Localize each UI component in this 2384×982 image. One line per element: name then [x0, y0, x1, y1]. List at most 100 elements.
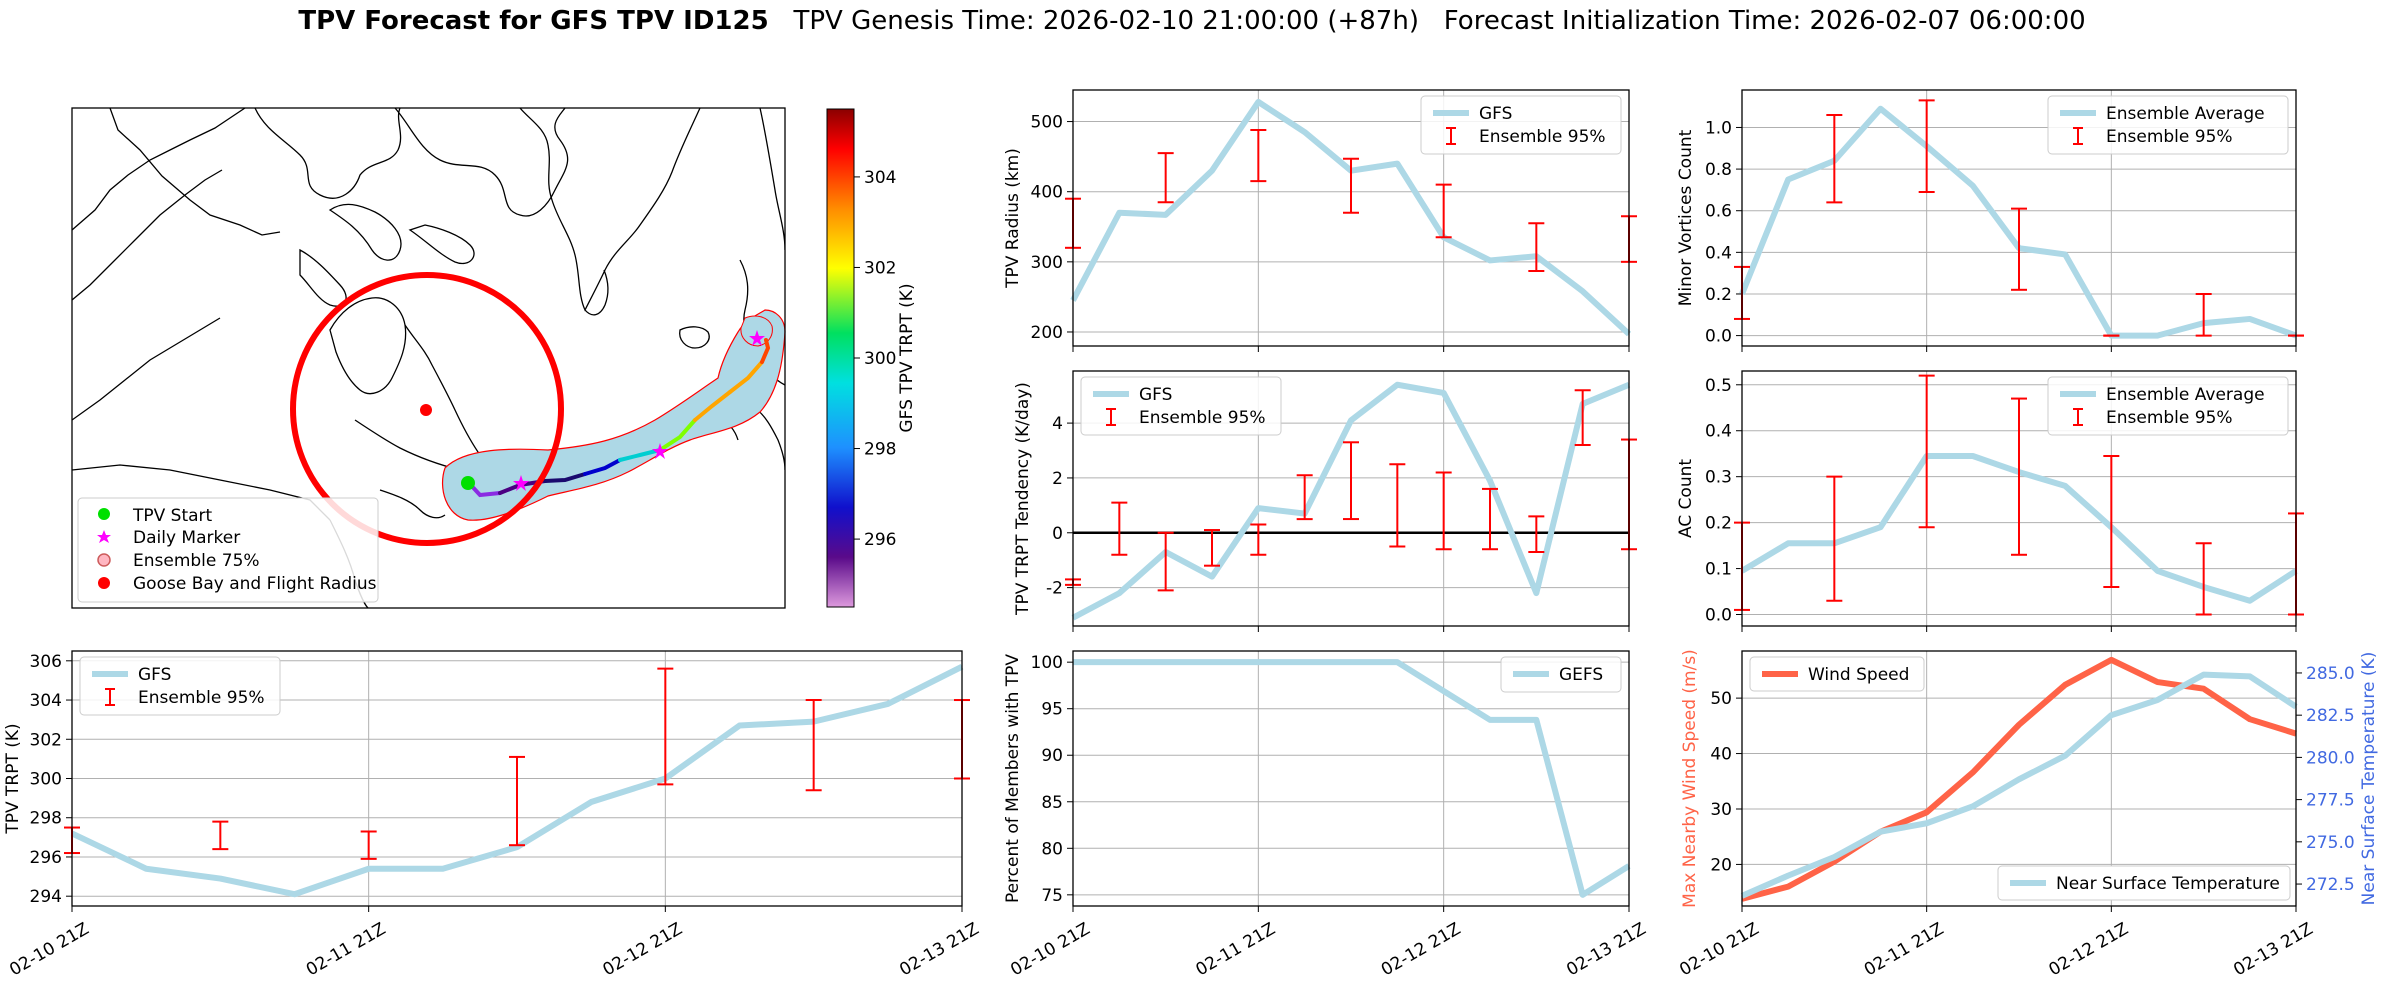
- tendency-legend-label-1: Ensemble 95%: [1139, 408, 1266, 428]
- wind-ytick2-label-3: 280.0: [2306, 748, 2355, 768]
- tendency-errorbar-8: [1435, 471, 1452, 551]
- colorbar-tick-label-4: 304: [864, 168, 896, 188]
- wind-ytick2-label-1: 275.0: [2306, 833, 2355, 853]
- ac-ytick-label-4: 0.4: [1705, 422, 1732, 442]
- radius-errorbar-2: [1250, 128, 1267, 183]
- tendency-errorbar-9: [1482, 487, 1498, 551]
- ac-errorbar-4: [2103, 455, 2120, 588]
- wind-point-0-10: [2203, 688, 2204, 689]
- daily-markers: [513, 330, 765, 491]
- percent-point-0-10: [1536, 719, 1537, 720]
- wind-ytick-label-2: 40: [1710, 745, 1732, 765]
- ac-point-0-7: [2065, 485, 2066, 486]
- chart-ac: 0.0 0.1 0.2 0.3 0.4 0.5 AC Count Ensemble Avera…: [1676, 370, 2304, 632]
- colorbar-tick-label-0: 296: [864, 530, 896, 550]
- trpt-xtick-label-3: 02-13 21Z: [896, 919, 982, 980]
- radius-legend: GFS Ensemble 95%: [1420, 95, 1622, 155]
- ac-frame: [1741, 370, 2297, 627]
- chart-radius: 200 300 400 500 TPV Radius (km) GFS Ensemble 9…: [1003, 89, 1637, 352]
- wind-ytick2-label-2: 277.5: [2306, 791, 2355, 811]
- title-genesis: TPV Genesis Time: 2026-02-10 21:00:00 (+…: [793, 6, 1419, 36]
- wind-point-0-2: [1834, 861, 1835, 862]
- tendency-ytick-label-3: 4: [1052, 414, 1063, 434]
- trpt-point-0-11: [887, 703, 888, 704]
- daily-marker-3: [749, 330, 765, 346]
- percent-point-0-4: [1258, 662, 1259, 663]
- tendency-xticks: [1072, 626, 1630, 632]
- trpt-point-0-6: [517, 847, 518, 848]
- ac-legend-swatch-1: [2073, 408, 2083, 426]
- percent-ylabel: Percent of Members with TPV: [1003, 654, 1023, 903]
- radius-point-0-5: [1304, 132, 1305, 133]
- legend-start-label: TPV Start: [132, 506, 213, 526]
- daily-marker-2: [652, 443, 668, 459]
- radius-point-0-7: [1397, 163, 1398, 164]
- colorbar-ticks: 296 298 300 302 304: [854, 168, 896, 550]
- minor-errorbar-3: [2011, 207, 2027, 291]
- trpt-point-0-2: [220, 878, 221, 879]
- radius-errorbar-4: [1435, 183, 1452, 239]
- ac-ytick-label-3: 0.3: [1705, 468, 1732, 488]
- trpt-errorbar-1: [212, 820, 229, 851]
- tendency-point-0-6: [1351, 420, 1352, 421]
- minor-point-0-3: [1880, 108, 1881, 109]
- wind-series-1: [1740, 671, 2298, 899]
- trpt-legend-swatch-1: [105, 688, 115, 706]
- tendency-errorbar-10: [1528, 515, 1545, 553]
- percent-xtick-label-0: 02-10 21Z: [1007, 919, 1093, 980]
- radius-xticks: [1072, 346, 1630, 352]
- ac-ytick-label-2: 0.2: [1705, 514, 1732, 534]
- wind-series-0: [1741, 656, 2297, 902]
- ac-yticks: 0.0 0.1 0.2 0.3 0.4 0.5: [1705, 376, 1742, 626]
- radius-legend-swatch-1: [1446, 127, 1456, 145]
- wind-legend-speed-label: Wind Speed: [1808, 665, 1909, 685]
- map-legend: TPV Start Daily Marker Ensemble 75% Goos…: [77, 497, 379, 603]
- ac-legend: Ensemble Average Ensemble 95%: [2047, 376, 2289, 436]
- radius-point-0-2: [1165, 214, 1166, 215]
- tendency-errorbar-7: [1389, 463, 1406, 548]
- radius-legend-label-0: GFS: [1479, 104, 1512, 124]
- ac-errorbar-5: [2195, 542, 2212, 616]
- ac-ytick-label-0: 0.0: [1705, 606, 1732, 626]
- legend-ens75-label: Ensemble 75%: [133, 551, 260, 571]
- ac-errorbar-3: [2011, 397, 2027, 556]
- minor-ytick-label-5: 1.0: [1705, 118, 1732, 138]
- wind-point-0-11: [2249, 719, 2250, 720]
- wind-point-1-1: [1788, 875, 1789, 876]
- minor-ytick-label-0: 0.0: [1705, 327, 1732, 347]
- goose-bay-marker: [420, 404, 432, 416]
- legend-goosebay-label: Goose Bay and Flight Radius: [133, 574, 377, 594]
- radius-point-0-3: [1212, 170, 1213, 171]
- radius-frame: [1072, 89, 1630, 347]
- wind-xticks: 02-10 21Z 02-11 21Z 02-12 21Z 02-13 21Z: [1676, 906, 2317, 980]
- tendency-legend-swatch-1: [1106, 408, 1116, 426]
- trpt-ytick-label-1: 296: [30, 848, 62, 868]
- radius-legend-label-1: Ensemble 95%: [1479, 127, 1606, 147]
- colorbar-tick-label-2: 300: [864, 349, 896, 369]
- trpt-point-0-5: [442, 868, 443, 869]
- colorbar-tick-label-1: 298: [864, 440, 896, 460]
- figure-title: TPV Forecast for GFS TPV ID125 TPV Genes…: [0, 6, 2384, 36]
- minor-point-0-11: [2249, 318, 2250, 319]
- trpt-xtick-label-2: 02-12 21Z: [600, 919, 686, 980]
- ac-point-0-9: [2157, 570, 2158, 571]
- radius-ylabel: TPV Radius (km): [1003, 148, 1023, 289]
- ac-point-0-5: [1972, 456, 1973, 457]
- chart-tendency: -2 0 2 4 TPV TRPT Tendency (K/day) GFS Ensembl…: [1013, 370, 1637, 632]
- ac-ylabel: AC Count: [1676, 459, 1696, 538]
- percent-ytick-label-1: 80: [1041, 839, 1063, 859]
- wind-point-0-8: [2111, 659, 2112, 660]
- ac-legend-label-1: Ensemble 95%: [2106, 408, 2233, 428]
- percent-series-0: [1073, 659, 1631, 898]
- legend-ens75-icon: [97, 553, 111, 567]
- tendency-errorbar-2: [1157, 531, 1174, 592]
- percent-frame: [1072, 650, 1630, 907]
- ac-ytick-label-1: 0.1: [1705, 560, 1732, 580]
- wind-point-0-7: [2065, 684, 2066, 685]
- ac-ytick-label-5: 0.5: [1705, 376, 1732, 396]
- percent-legend-label-0: GEFS: [1559, 665, 1603, 685]
- tpv-start-marker: [461, 476, 475, 490]
- chart-minor: 0.0 0.2 0.4 0.6 0.8 1.0 Minor Vortices Count En…: [1676, 89, 2304, 352]
- wind-frame: [1741, 650, 2297, 907]
- tendency-errorbar-4: [1250, 523, 1267, 556]
